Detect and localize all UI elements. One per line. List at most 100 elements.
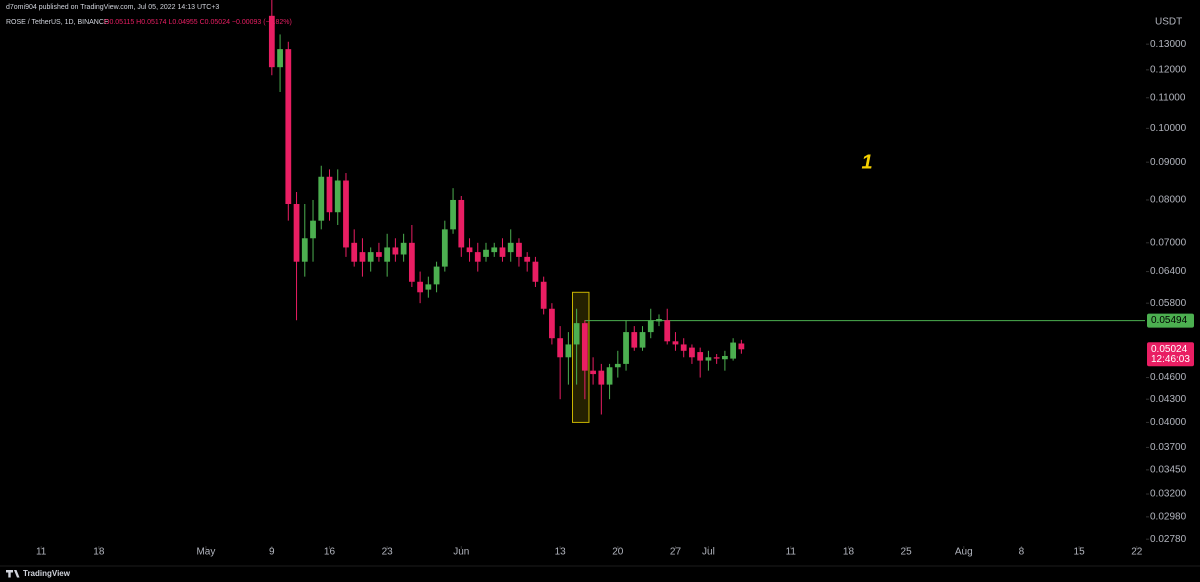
x-tick-label: 11: [786, 547, 797, 558]
y-tick-label: 0.04000: [1150, 417, 1187, 428]
x-tick-label: 8: [1019, 547, 1025, 558]
candle-body: [590, 370, 596, 375]
candle-body: [474, 252, 481, 262]
logo: [5, 570, 20, 578]
x-tick-label: Jul: [702, 547, 715, 558]
candle-body: [623, 332, 629, 364]
candle-body: [647, 320, 654, 333]
candle-body: [697, 352, 704, 361]
candle-body: [277, 49, 283, 68]
x-tick-label: 18: [93, 547, 105, 558]
y-tick-label: 0.03200: [1150, 489, 1187, 500]
y-tick-label: 0.08000: [1150, 195, 1187, 206]
candle-body: [343, 180, 349, 248]
hline-label-bg: [1147, 313, 1194, 328]
candle-body: [301, 238, 308, 262]
candle-body: [318, 176, 325, 221]
y-tick-label: 0.02980: [1150, 512, 1187, 523]
candle-body: [540, 281, 547, 309]
candle-body: [285, 49, 292, 205]
x-tick-label: 18: [843, 547, 855, 558]
x-tick-label: Jun: [453, 547, 469, 558]
candle-body: [483, 249, 489, 257]
candle-body: [581, 323, 588, 371]
last-price-bg: [1147, 342, 1194, 367]
candle-body: [656, 319, 662, 322]
candle-body: [689, 347, 695, 358]
candle-body: [499, 247, 506, 257]
x-tick-label: 23: [382, 547, 394, 558]
candle-body: [326, 176, 333, 213]
candle-body: [507, 242, 514, 253]
x-tick-label: Aug: [955, 547, 973, 558]
x-tick-label: 9: [269, 547, 275, 558]
currency: USDT: [1155, 17, 1182, 28]
candle-body: [458, 199, 465, 248]
candle-body: [268, 15, 275, 68]
candle-body: [614, 363, 621, 368]
candle-body: [532, 261, 539, 282]
candle-body: [524, 256, 531, 262]
y-tick-label: 0.04600: [1150, 372, 1187, 383]
candle-body: [433, 266, 440, 285]
x-tick-label: 15: [1074, 547, 1086, 558]
candle-body: [565, 344, 572, 358]
candle-body: [598, 370, 605, 385]
annotation: 1: [861, 151, 872, 173]
candle-body: [557, 338, 564, 358]
candle-body: [606, 367, 613, 385]
publisher: d7omi904 published on TradingView.com, J…: [6, 4, 219, 11]
brand: TradingView: [23, 569, 71, 578]
candle-body: [713, 357, 720, 359]
x-tick-label: 11: [36, 547, 47, 558]
candle-body: [672, 341, 679, 345]
candle-body: [730, 342, 737, 359]
candle-body: [417, 281, 423, 293]
countdown: 12:46:03: [1151, 354, 1190, 365]
candle-body: [367, 252, 374, 262]
x-tick-label: 20: [612, 547, 624, 558]
candle-body: [310, 220, 316, 239]
candle-body: [425, 284, 432, 290]
x-tick-label: 27: [670, 547, 682, 558]
candle-body: [639, 332, 646, 348]
candle-body: [408, 242, 415, 282]
last-price-label: 0.05024: [1151, 344, 1188, 355]
candle-body: [722, 355, 728, 360]
ohlc: O0.05115 H0.05174 L0.04955 C0.05024 −0.0…: [104, 19, 292, 26]
symbol: ROSE / TetherUS, 1D, BINANCE: [6, 19, 109, 26]
y-tick-label: 0.06400: [1150, 266, 1187, 277]
y-tick-label: 0.05800: [1150, 298, 1187, 309]
y-tick-label: 0.02780: [1150, 534, 1187, 545]
candle-body: [466, 247, 473, 253]
candle-body: [680, 344, 687, 351]
candle-body: [392, 247, 399, 255]
y-tick-label: 0.09000: [1150, 157, 1187, 168]
x-tick-label: 13: [555, 547, 567, 558]
candle-body: [631, 332, 638, 348]
y-tick-label: 0.12000: [1150, 64, 1187, 75]
candle-body: [384, 247, 391, 262]
candle-body: [450, 199, 456, 230]
candle-body: [549, 308, 555, 339]
x-tick-label: May: [196, 547, 215, 558]
candle-body: [516, 242, 522, 257]
candle-body: [351, 242, 358, 262]
y-tick-label: 0.13000: [1150, 39, 1187, 50]
candle-body: [573, 323, 580, 345]
candle-body: [376, 252, 382, 257]
y-tick-label: 0.03450: [1150, 465, 1187, 476]
y-tick-label: 0.11000: [1150, 92, 1186, 103]
x-tick-label: 16: [324, 547, 336, 558]
candle-body: [491, 247, 498, 253]
candle-body: [664, 320, 671, 342]
y-tick-label: 0.07000: [1150, 237, 1187, 248]
candle-body: [293, 204, 300, 262]
candle-body: [705, 357, 712, 361]
candle-body: [400, 242, 407, 255]
candle-body: [441, 229, 448, 267]
candle-body: [334, 180, 341, 213]
